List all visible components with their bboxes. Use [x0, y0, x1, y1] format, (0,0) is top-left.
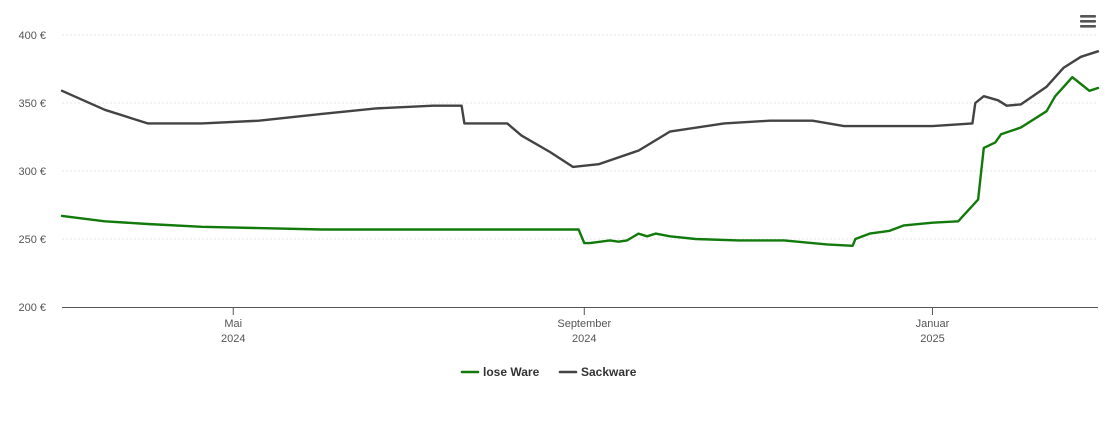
y-gridlines: [62, 34, 1098, 240]
x-tick-label-year: 2024: [572, 333, 596, 345]
y-tick-label: 300 €: [18, 166, 46, 178]
series-line-lose-ware: [60, 76, 1100, 247]
y-tick-label: 400 €: [18, 30, 46, 42]
legend-item[interactable]: lose Ware: [460, 365, 540, 379]
series-line-sackware: [60, 50, 1100, 169]
legend-label: lose Ware: [483, 365, 540, 379]
x-axis: Mai 2024 September 2024 Januar 2025: [62, 307, 1098, 345]
hamburger-menu-icon[interactable]: [1076, 12, 1100, 32]
x-tick-label-year: 2024: [221, 333, 245, 345]
x-tick-label-month: Mai: [224, 318, 242, 330]
x-tick-label-month: Januar: [916, 318, 950, 330]
legend-label: Sackware: [581, 365, 637, 379]
y-tick-label: 250 €: [18, 234, 46, 246]
series-lines: [60, 50, 1100, 247]
y-axis: 200 € 250 € 300 € 350 € 400 €: [18, 30, 46, 314]
legend: lose Ware Sackware: [460, 365, 637, 379]
y-tick-label: 350 €: [18, 98, 46, 110]
legend-item[interactable]: Sackware: [558, 365, 637, 379]
x-tick-label-month: September: [557, 318, 611, 330]
x-tick-label-year: 2025: [920, 333, 944, 345]
y-tick-label: 200 €: [18, 302, 46, 314]
